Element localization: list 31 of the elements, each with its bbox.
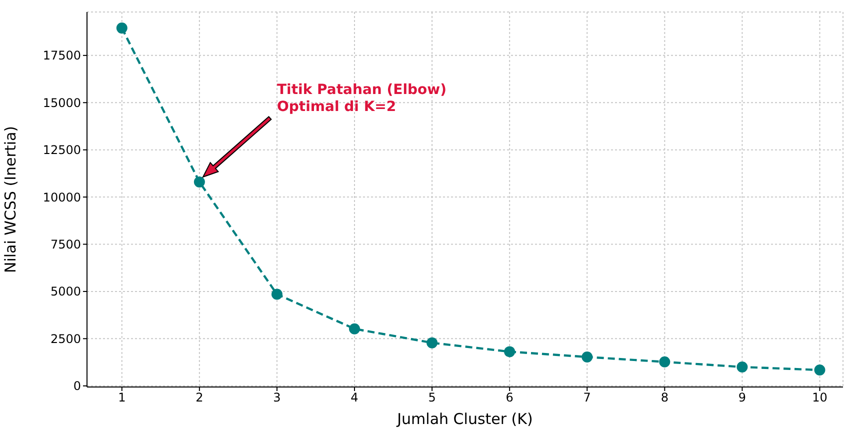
x-tick-label: 9 <box>738 390 746 405</box>
x-tick-label: 6 <box>506 390 514 405</box>
y-tick-label: 7500 <box>50 238 81 252</box>
x-tick-label: 10 <box>812 390 828 405</box>
point <box>349 323 360 334</box>
x-tick-label: 7 <box>583 390 591 405</box>
point <box>194 176 205 188</box>
y-tick-label: 17500 <box>42 48 81 63</box>
x-tick-label: 1 <box>118 390 126 405</box>
y-tick-label: 15000 <box>42 96 81 110</box>
y-tick-label: 2500 <box>50 332 81 346</box>
x-axis-title: Jumlah Cluster (K) <box>396 410 533 428</box>
point <box>271 288 282 300</box>
point <box>659 356 670 368</box>
y-axis-title: Nilai WCSS (Inertia) <box>1 126 20 274</box>
x-tick-label: 4 <box>350 390 358 405</box>
y-tick-label: 0 <box>73 379 81 394</box>
point <box>814 364 826 376</box>
point <box>426 337 438 348</box>
y-tick-label: 10000 <box>42 190 81 204</box>
x-tick-label: 3 <box>273 390 281 405</box>
point <box>504 346 516 358</box>
x-tick-label: 2 <box>196 390 204 405</box>
y-tick-label: 5000 <box>50 284 81 299</box>
point <box>116 22 128 34</box>
point <box>582 351 593 362</box>
x-tick-label: 5 <box>428 390 436 405</box>
x-tick-label: 8 <box>660 390 668 405</box>
annotation: Titik Patahan (Elbow) Optimal di K=2 <box>277 82 446 115</box>
point <box>736 361 748 372</box>
y-tick-label: 12500 <box>42 143 81 158</box>
